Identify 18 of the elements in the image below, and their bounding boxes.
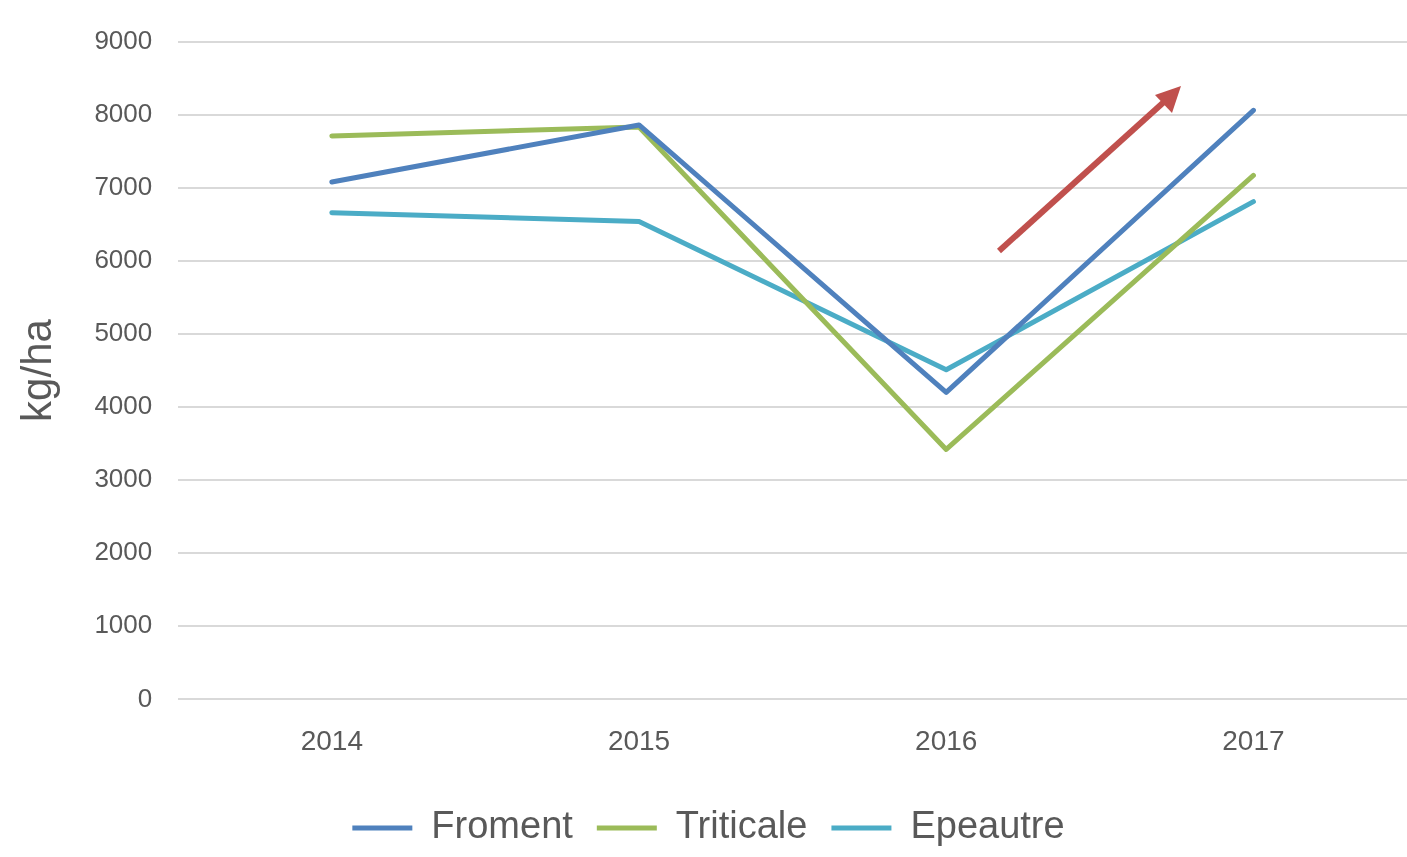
y-tick-label: 7000 xyxy=(94,170,153,201)
y-tick-label: 9000 xyxy=(94,24,153,55)
y-tick-label: 6000 xyxy=(94,244,153,275)
y-axis-title: kg/ha xyxy=(12,318,60,422)
y-tick-label: 1000 xyxy=(94,609,153,640)
legend-label: Triticale xyxy=(675,804,808,847)
y-tick-label: 8000 xyxy=(94,97,153,128)
x-tick-label: 2015 xyxy=(607,724,671,756)
x-tick-label: 2016 xyxy=(915,724,978,756)
y-tick-label: 0 xyxy=(137,682,153,713)
y-tick-label: 3000 xyxy=(94,463,153,494)
y-tick-label: 4000 xyxy=(94,390,153,421)
y-tick-label: 2000 xyxy=(94,536,153,567)
legend-label: Epeautre xyxy=(910,804,1065,847)
y-tick-label: 5000 xyxy=(94,317,153,348)
x-tick-label: 2017 xyxy=(1222,724,1285,756)
legend-label: Froment xyxy=(431,804,574,847)
x-tick-label: 2014 xyxy=(300,724,363,756)
